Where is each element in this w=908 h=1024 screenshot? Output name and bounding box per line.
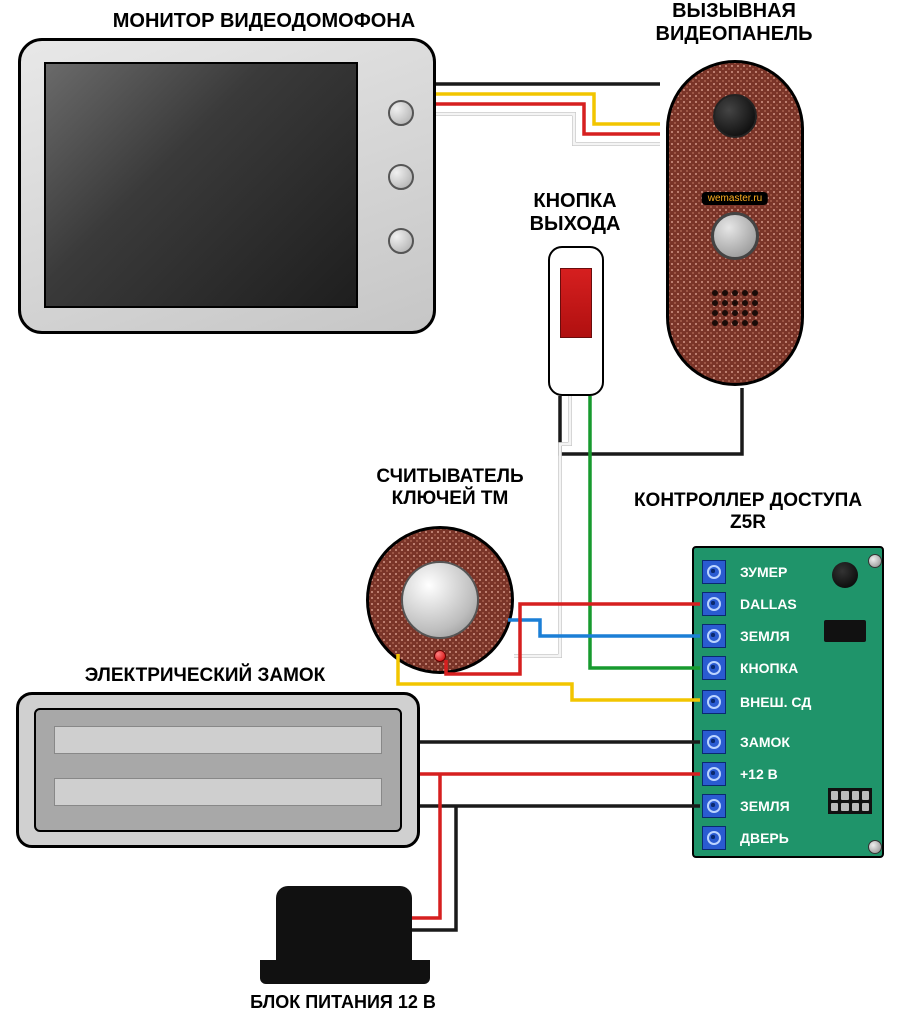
controller-terminal-label: ДВЕРЬ: [740, 830, 789, 846]
controller-terminal: [702, 690, 726, 714]
psu-label: БЛОК ПИТАНИЯ 12 В: [228, 992, 458, 1013]
controller-terminal: [702, 826, 726, 850]
call-panel-button: [711, 212, 759, 260]
controller-terminal: [702, 762, 726, 786]
wire-white: [514, 396, 570, 656]
controller-chip: [824, 620, 866, 642]
wire-black: [560, 388, 742, 454]
controller-terminal-label: DALLAS: [740, 596, 797, 612]
controller-label: КОНТРОЛЛЕР ДОСТУПАZ5R: [608, 490, 888, 534]
wire-blue: [508, 620, 700, 636]
controller-buzzer: [832, 562, 858, 588]
controller-terminal: [702, 656, 726, 680]
controller-terminal-label: ВНЕШ. СД: [740, 694, 811, 710]
controller-terminal: [702, 592, 726, 616]
panel-label: ВЫЗЫВНАЯВИДЕОПАНЕЛЬ: [604, 0, 864, 46]
controller-screw: [868, 840, 882, 854]
call-panel-badge: wemaster.ru: [702, 192, 768, 205]
reader-label: СЧИТЫВАТЕЛЬКЛЮЧЕЙ ТМ: [350, 466, 550, 510]
lock-label: ЭЛЕКТРИЧЕСКИЙ ЗАМОК: [50, 665, 360, 687]
key-reader-led: [434, 650, 446, 662]
controller-terminal: [702, 794, 726, 818]
controller-dip: [828, 788, 872, 814]
controller-terminal-label: ЗАМОК: [740, 734, 790, 750]
call-panel-camera: [713, 94, 757, 138]
controller-terminal-label: КНОПКА: [740, 660, 798, 676]
controller-terminal: [702, 560, 726, 584]
power-supply-base: [260, 960, 430, 984]
controller-terminal-label: ЗЕМЛЯ: [740, 628, 790, 644]
controller-screw: [868, 554, 882, 568]
controller-terminal: [702, 730, 726, 754]
wire-red: [436, 104, 660, 134]
exit-button-key: [560, 268, 592, 338]
monitor-side-button: [388, 100, 414, 126]
controller-terminal-label: +12 В: [740, 766, 778, 782]
controller-terminal-label: ЗЕМЛЯ: [740, 798, 790, 814]
call-panel-speaker: [712, 290, 758, 326]
controller-terminal: [702, 624, 726, 648]
monitor-label: МОНИТОР ВИДЕОДОМОФОНА: [94, 10, 434, 33]
key-reader-pad: [401, 561, 479, 639]
exit-label: КНОПКАВЫХОДА: [490, 190, 660, 236]
wire-white: [436, 114, 660, 144]
controller-terminal-label: ЗУМЕР: [740, 564, 787, 580]
monitor-side-button: [388, 164, 414, 190]
monitor-side-button: [388, 228, 414, 254]
lock-bar: [54, 778, 382, 806]
wire-yellow: [436, 94, 660, 124]
monitor-screen: [44, 62, 358, 308]
lock-bar: [54, 726, 382, 754]
